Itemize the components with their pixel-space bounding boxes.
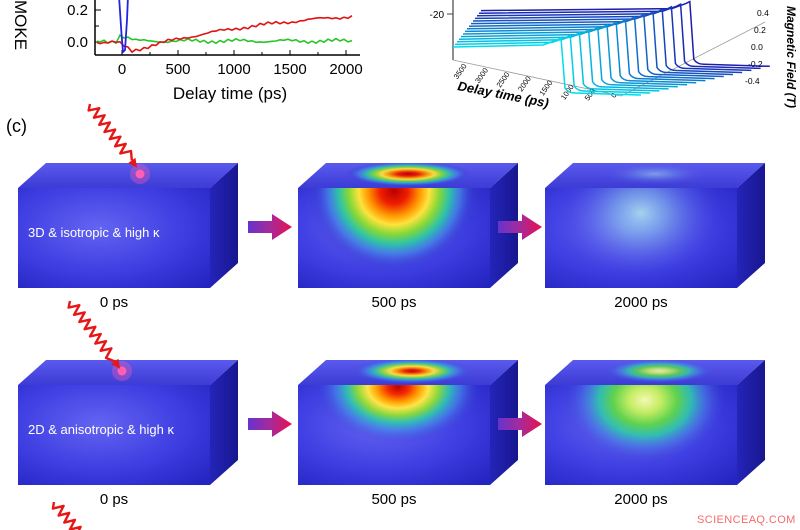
arrow-shape xyxy=(248,411,292,437)
pb-curve-12 xyxy=(476,5,752,72)
pb-ztick-2: 0.0 xyxy=(751,42,763,52)
heat-blob-top xyxy=(344,163,472,187)
box-front-face xyxy=(18,188,210,288)
laser-spot xyxy=(117,366,127,376)
pa-xtick-4: 2000 xyxy=(329,61,362,78)
pa-xtick-0: 0 xyxy=(118,61,126,78)
sample-box-row2-0ps: 2D & anisotropic & high κ xyxy=(18,360,242,488)
box-right-face xyxy=(210,360,238,485)
time-evolution-arrow xyxy=(498,214,542,240)
pa-blue-curve xyxy=(118,0,129,55)
sample-box-row1-0ps: 3D & isotropic & high κ xyxy=(18,163,242,291)
time-evolution-arrow xyxy=(498,411,542,437)
watermark: SCIENCEAQ.COM xyxy=(697,514,796,526)
time-evolution-arrow xyxy=(248,214,292,240)
pa-xtick-3: 1500 xyxy=(273,61,306,78)
pb-floor-edge-left xyxy=(452,59,622,97)
box-top-face xyxy=(18,360,238,385)
sample-box-row2-2000ps xyxy=(545,360,769,488)
pb-curve-2 xyxy=(456,31,660,92)
sample-box-row1-500ps xyxy=(298,163,522,291)
pb-ztick-0: 0.4 xyxy=(757,8,769,18)
pb-curve-10 xyxy=(472,10,734,76)
time-label: 500 ps xyxy=(371,491,417,508)
heat-blob-front xyxy=(563,188,719,277)
laser-pulse-row1 xyxy=(87,103,138,168)
pb-curve-11 xyxy=(474,8,743,74)
pb-zlabel: Magnetic Field (T) xyxy=(784,6,798,108)
pb-ztick-4: -0.4 xyxy=(745,76,760,86)
arrow-shape xyxy=(498,214,542,240)
arrow-shape xyxy=(498,411,542,437)
pb-curve-8 xyxy=(468,16,715,80)
box-front-face xyxy=(18,385,210,485)
laser-squiggle-path xyxy=(67,300,116,363)
box-condition-label: 3D & isotropic & high κ xyxy=(28,225,160,240)
pa-ytick-1: 0.0 xyxy=(67,34,88,51)
pb-curve-0 xyxy=(452,36,642,96)
pb-curve-3 xyxy=(458,29,669,90)
pb-curve-7 xyxy=(466,18,706,82)
laser-pulse-row3 xyxy=(51,501,82,530)
heat-blob-front xyxy=(308,188,480,273)
time-label: 2000 ps xyxy=(614,294,668,311)
time-evolution-arrow xyxy=(248,411,292,437)
laser-arrowhead xyxy=(128,157,138,168)
sample-box-row2-500ps xyxy=(298,360,522,488)
heat-blob-top xyxy=(605,163,705,185)
heat-blob-front xyxy=(565,385,725,462)
time-label: 500 ps xyxy=(371,294,417,311)
box-right-face xyxy=(737,360,765,485)
panel-c-label: (c) xyxy=(6,116,27,136)
panel-a-moke-chart: MOKE 0 500 1000 1500 2000 0.2 0.0 Delay time (… xyxy=(0,0,380,112)
panel-a-xlabel: Delay time (ps) xyxy=(172,84,288,103)
time-label: 2000 ps xyxy=(614,491,668,508)
pb-curve-6 xyxy=(464,21,697,84)
pa-ytick-0: 0.2 xyxy=(67,2,88,19)
heat-blob-top xyxy=(352,360,472,384)
laser-spot xyxy=(135,169,145,179)
laser-pulse-row2 xyxy=(67,300,121,369)
box-top-face xyxy=(18,163,238,188)
panel-a-plot-area: 0 500 1000 1500 2000 0.2 0.0 xyxy=(67,0,363,78)
box-right-face xyxy=(737,163,765,288)
panel-a-ylabel: MOKE xyxy=(11,0,30,50)
pa-xtick-2: 1000 xyxy=(217,61,250,78)
time-label: 0 ps xyxy=(99,491,129,508)
box-condition-label: 2D & anisotropic & high κ xyxy=(28,422,174,437)
pb-curve-13 xyxy=(478,3,761,70)
pb-ztick-3: -0.2 xyxy=(748,59,763,69)
panel-a-ylabel-clip: MOKE xyxy=(8,0,34,50)
pb-curve-14 xyxy=(480,0,770,68)
pa-red-curve xyxy=(96,15,353,54)
laser-arrowhead xyxy=(111,358,121,369)
time-label: 0 ps xyxy=(99,294,129,311)
pb-curve-9 xyxy=(470,13,724,78)
pa-green-curve xyxy=(96,34,353,45)
pb-curve-1 xyxy=(454,34,651,94)
box-right-face xyxy=(210,163,238,288)
heat-blob-top xyxy=(605,360,713,383)
pb-curve-4 xyxy=(460,26,678,88)
pb-ytick: -20 xyxy=(430,10,445,21)
laser-squiggle-path xyxy=(87,103,133,161)
laser-squiggle-path xyxy=(51,501,82,530)
pb-ztick-1: 0.2 xyxy=(754,25,766,35)
arrow-shape xyxy=(248,214,292,240)
pb-curve-5 xyxy=(462,23,688,86)
pa-xtick-1: 500 xyxy=(165,61,190,78)
pb-xtick-7: 0 xyxy=(609,91,619,100)
heat-blob-front xyxy=(316,385,480,444)
sample-box-row1-2000ps xyxy=(545,163,769,291)
